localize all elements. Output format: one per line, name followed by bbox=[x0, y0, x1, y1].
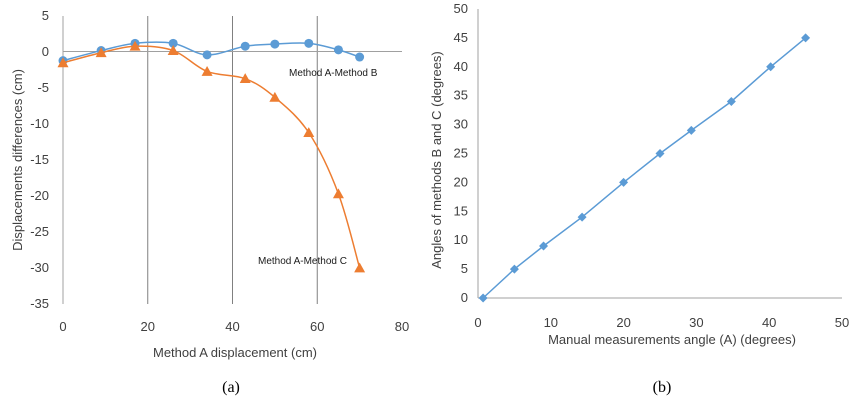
b-y-tick-label: 5 bbox=[461, 261, 468, 276]
a-data-point bbox=[202, 50, 212, 60]
b-data-point bbox=[766, 62, 776, 72]
a-data-point bbox=[201, 65, 213, 76]
a-x-tick-label: 60 bbox=[310, 319, 324, 334]
a-y-tick-label: -25 bbox=[30, 224, 49, 239]
a-data-point bbox=[95, 47, 107, 58]
a-y-tick-label: -35 bbox=[30, 296, 49, 311]
b-y-tick-label: 45 bbox=[454, 30, 468, 45]
a-y-tick-label: -30 bbox=[30, 260, 49, 275]
a-x-tick-label: 20 bbox=[141, 319, 155, 334]
a-x-axis-label: Method A displacement (cm) bbox=[153, 345, 317, 360]
b-data-point bbox=[509, 264, 519, 274]
chart-a: 5 0 -5 -10 -15 -20 -25 -30 -35 0 20 40 60 80 Method … bbox=[10, 8, 409, 396]
a-series-line bbox=[62, 41, 360, 62]
b-x-tick-label: 20 bbox=[616, 315, 630, 330]
a-data-point bbox=[269, 91, 281, 102]
a-x-tick-labels: 0 20 40 60 80 bbox=[59, 319, 409, 334]
a-y-tick-label: -5 bbox=[37, 80, 49, 95]
b-data-point bbox=[726, 96, 736, 106]
a-x-tick-label: 0 bbox=[59, 319, 66, 334]
a-data-point bbox=[239, 73, 251, 84]
a-y-axis-label: Displacements differences (cm) bbox=[10, 69, 25, 251]
b-x-tick-label: 0 bbox=[474, 315, 481, 330]
b-x-tick-label: 10 bbox=[544, 315, 558, 330]
a-x-tick-label: 40 bbox=[225, 319, 239, 334]
a-data-point bbox=[303, 127, 315, 138]
b-y-tick-label: 25 bbox=[454, 146, 468, 161]
b-caption: (b) bbox=[653, 379, 672, 396]
a-data-point bbox=[332, 188, 344, 199]
b-x-axis-label: Manual measurements angle (A) (degrees) bbox=[548, 332, 796, 347]
b-data-point bbox=[655, 149, 665, 158]
a-data-point bbox=[270, 39, 280, 49]
b-series-line bbox=[482, 37, 807, 299]
a-x-tick-label: 80 bbox=[395, 319, 409, 334]
b-x-tick-label: 50 bbox=[835, 315, 849, 330]
b-y-axis-label: Angles of methods B and C (degrees) bbox=[429, 51, 444, 269]
b-data-point bbox=[539, 241, 549, 251]
a-annotation-method-b: Method A-Method B bbox=[289, 68, 378, 79]
b-y-tick-label: 50 bbox=[454, 1, 468, 16]
a-data-point bbox=[304, 38, 314, 48]
b-y-tick-label: 35 bbox=[454, 88, 468, 103]
b-y-tick-label: 40 bbox=[454, 59, 468, 74]
b-y-tick-label: 15 bbox=[454, 203, 468, 218]
b-y-tick-label: 30 bbox=[454, 117, 468, 132]
b-data-point bbox=[686, 125, 696, 135]
a-data-point bbox=[168, 38, 178, 48]
b-data-point bbox=[619, 177, 629, 187]
a-y-tick-label: -15 bbox=[30, 152, 49, 167]
a-y-tick-label: 0 bbox=[42, 44, 49, 59]
b-data-point bbox=[801, 33, 811, 43]
a-data-point bbox=[240, 41, 250, 51]
a-data-point bbox=[354, 262, 366, 273]
a-data-point bbox=[333, 45, 343, 55]
b-x-tick-labels: 0 10 20 30 40 50 bbox=[474, 315, 849, 330]
a-data-point bbox=[167, 45, 179, 55]
a-series-group bbox=[57, 38, 366, 273]
a-series-line bbox=[62, 45, 361, 269]
b-series-group bbox=[478, 33, 811, 303]
b-x-tick-label: 40 bbox=[762, 315, 776, 330]
b-y-tick-label: 20 bbox=[454, 174, 468, 189]
a-data-point bbox=[129, 40, 141, 51]
b-y-tick-label: 0 bbox=[461, 290, 468, 305]
a-y-tick-label: 5 bbox=[42, 8, 49, 23]
a-y-tick-label: -10 bbox=[30, 116, 49, 131]
a-gridlines bbox=[147, 16, 318, 304]
a-data-point bbox=[355, 52, 365, 62]
a-annotation-method-c: Method A-Method C bbox=[258, 256, 347, 267]
a-data-point bbox=[57, 57, 69, 68]
a-y-tick-labels: 5 0 -5 -10 -15 -20 -25 -30 -35 bbox=[30, 8, 49, 311]
b-data-point bbox=[577, 212, 587, 222]
b-y-tick-label: 10 bbox=[454, 232, 468, 247]
b-data-point bbox=[478, 293, 488, 303]
a-y-tick-label: -20 bbox=[30, 188, 49, 203]
b-x-tick-label: 30 bbox=[689, 315, 703, 330]
a-caption: (a) bbox=[222, 379, 240, 396]
